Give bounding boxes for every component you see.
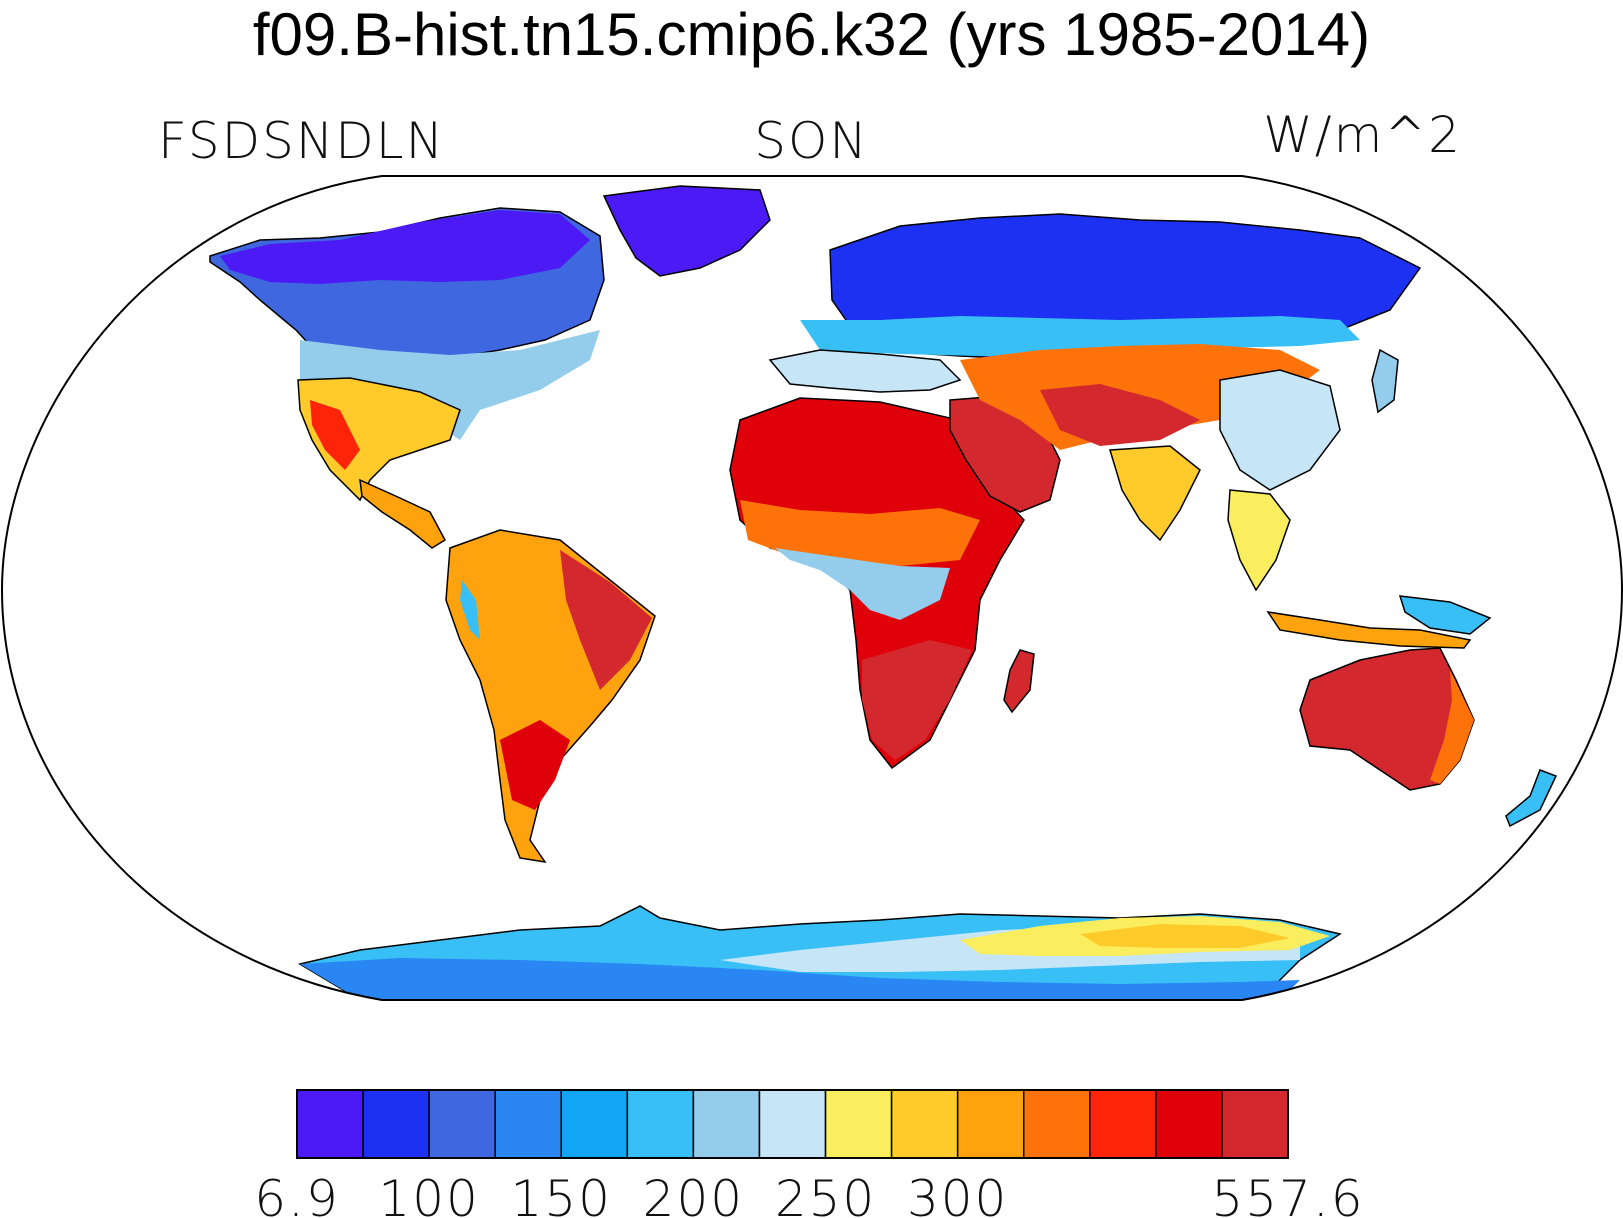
africa-sahel xyxy=(740,500,980,566)
colorbar-swatch-10 xyxy=(956,1089,1025,1159)
colorbar-tick-label: 557.6 xyxy=(1211,1170,1364,1218)
tibet-core xyxy=(1040,384,1200,446)
madagascar xyxy=(1003,649,1035,714)
colorbar-tick-label: 100 xyxy=(378,1170,479,1218)
japan xyxy=(1371,348,1399,414)
east-asia xyxy=(1219,369,1341,491)
colorbar-swatch-1 xyxy=(362,1089,430,1159)
map-boundary xyxy=(0,175,1623,1001)
colorbar xyxy=(296,1089,1289,1159)
africa-south xyxy=(862,640,972,760)
southeast-asia xyxy=(1227,489,1291,592)
colorbar-tick-label: 6.9 xyxy=(254,1170,340,1218)
colorbar-swatch-9 xyxy=(890,1089,959,1159)
north-america-mid xyxy=(300,330,600,440)
units-label: W/m^2 xyxy=(1263,106,1462,164)
colorbar-swatch-4 xyxy=(560,1089,629,1159)
indonesia xyxy=(1266,610,1472,649)
figure-title: f09.B-hist.tn15.cmip6.k32 (yrs 1985-2014… xyxy=(252,1,1371,68)
colorbar-tick-label: 300 xyxy=(907,1170,1008,1218)
south-america-south xyxy=(500,720,570,810)
india xyxy=(1109,445,1201,542)
south-america xyxy=(445,529,656,864)
colorbar-tick-label: 200 xyxy=(643,1170,744,1218)
colorbar-swatch-2 xyxy=(428,1089,496,1159)
colorbar-swatch-14 xyxy=(1221,1089,1289,1159)
colorbar-swatch-3 xyxy=(494,1089,563,1159)
colorbar-labels: 6.9 100 150 200 250 300 557.6 xyxy=(254,1170,1364,1218)
colorbar-swatch-5 xyxy=(626,1089,695,1159)
mexico-core xyxy=(310,400,360,470)
antarctica-coast xyxy=(300,958,1300,1000)
variable-label: FSDSNDLN xyxy=(158,112,446,170)
colorbar-swatch-11 xyxy=(1022,1089,1091,1159)
colorbar-swatch-8 xyxy=(824,1089,893,1159)
africa-equatorial xyxy=(775,548,950,620)
colorbar-swatch-7 xyxy=(758,1089,827,1159)
colorbar-frame xyxy=(296,1089,1289,1159)
new-guinea xyxy=(1398,595,1492,635)
north-america-south xyxy=(297,377,461,502)
land-fields xyxy=(209,185,1558,1000)
colorbar-tick-label: 150 xyxy=(511,1170,612,1218)
colorbar-swatch-6 xyxy=(692,1089,761,1159)
colorbar-swatch-0 xyxy=(296,1089,364,1159)
andes-cold xyxy=(460,580,480,640)
colorbar-tick-label: 250 xyxy=(775,1170,876,1218)
colorbar-swatch-13 xyxy=(1155,1089,1223,1159)
north-america-arctic xyxy=(220,210,590,284)
australia-east-edge xyxy=(1430,670,1474,784)
antarctica-core xyxy=(1080,924,1290,948)
europe-south xyxy=(768,349,962,393)
season-label: SON xyxy=(754,112,869,170)
colorbar-swatch-12 xyxy=(1089,1089,1157,1159)
new-zealand xyxy=(1505,769,1558,828)
south-america-east xyxy=(560,550,652,690)
central-america xyxy=(359,478,446,549)
greenland xyxy=(602,185,771,277)
